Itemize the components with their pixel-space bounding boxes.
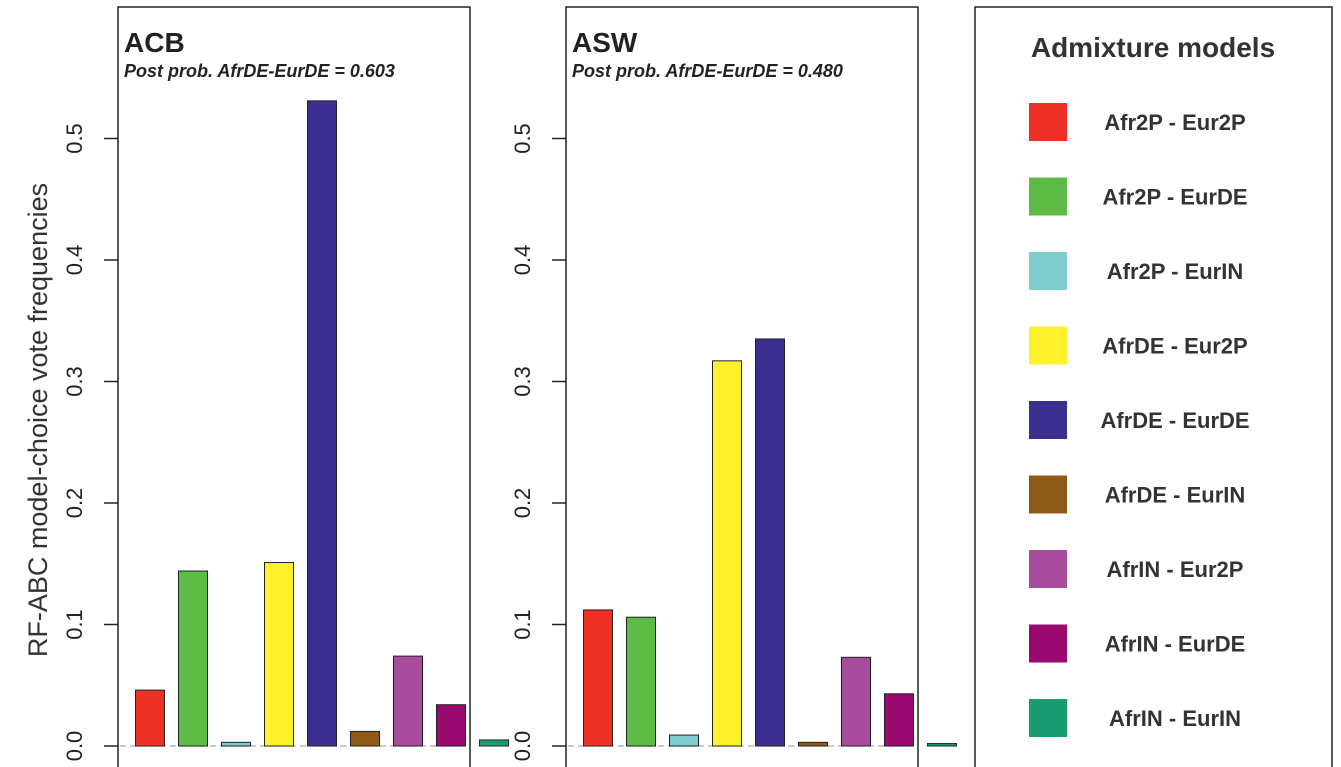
- y-tick-label: 0.2: [62, 488, 87, 519]
- bar-8: [436, 704, 466, 747]
- panel-title: ASW: [572, 27, 638, 58]
- y-tick-label: 0.5: [510, 123, 535, 154]
- y-tick-label: 0.4: [62, 245, 87, 276]
- legend-label: AfrDE - EurIN: [1105, 483, 1246, 508]
- bar-9: [927, 743, 957, 747]
- y-tick-label: 0.2: [510, 488, 535, 519]
- legend-swatch: [1029, 252, 1067, 290]
- legend-label: Afr2P - EurIN: [1107, 259, 1244, 284]
- bar-2: [626, 616, 656, 747]
- bar-4: [264, 562, 294, 747]
- bar-1: [135, 689, 165, 747]
- y-tick-label: 0.0: [510, 731, 535, 762]
- panel-subtitle: Post prob. AfrDE-EurDE = 0.480: [572, 61, 843, 81]
- bar-7: [393, 655, 423, 747]
- bar-5: [307, 100, 337, 747]
- legend: Admixture models Afr2P - Eur2P Afr2P - Eu…: [974, 6, 1333, 767]
- legend-swatch: [1029, 103, 1067, 141]
- legend-label: AfrIN - EurIN: [1109, 706, 1241, 731]
- panel-frame: [117, 6, 471, 767]
- y-tick-label: 0.1: [62, 609, 87, 640]
- legend-swatch: [1029, 624, 1067, 663]
- bar-3: [221, 741, 251, 747]
- bar-6: [798, 741, 828, 747]
- legend-label: AfrIN - EurDE: [1105, 632, 1246, 657]
- bar-7: [841, 656, 871, 747]
- legend-swatch: [1029, 401, 1067, 439]
- bar-9: [479, 739, 509, 747]
- legend-swatch: [1029, 326, 1067, 365]
- legend-swatch: [1029, 699, 1067, 737]
- legend-swatch: [1029, 550, 1067, 588]
- legend-label: AfrIN - Eur2P: [1107, 557, 1244, 582]
- bar-3: [669, 734, 699, 747]
- legend-label: AfrDE - Eur2P: [1102, 334, 1247, 359]
- legend-swatch: [1029, 475, 1067, 514]
- panel-frame: [565, 6, 919, 767]
- legend-label: Afr2P - EurDE: [1102, 185, 1247, 210]
- y-tick-label: 0.4: [510, 245, 535, 276]
- legend-frame: [974, 6, 1333, 767]
- bar-1: [583, 609, 613, 747]
- legend-swatch: [1029, 177, 1067, 216]
- y-tick-label: 0.3: [62, 366, 87, 397]
- legend-label: AfrDE - EurDE: [1100, 408, 1249, 433]
- bar-6: [350, 730, 380, 747]
- bar-2: [178, 570, 208, 747]
- panel-asw: ASW Post prob. AfrDE-EurDE = 0.480 0.0 0.…: [510, 6, 957, 767]
- y-tick-label: 0.0: [62, 731, 87, 762]
- y-axis-label: RF-ABC model-choice vote frequencies: [23, 183, 53, 657]
- y-tick-label: 0.1: [510, 609, 535, 640]
- panel-acb: ACB Post prob. AfrDE-EurDE = 0.603 0.0 0.…: [62, 6, 509, 767]
- y-tick-label: 0.5: [62, 123, 87, 154]
- bar-8: [884, 693, 914, 747]
- panel-title: ACB: [124, 27, 185, 58]
- bar-4: [712, 360, 742, 747]
- legend-title: Admixture models: [1031, 32, 1275, 63]
- legend-label: Afr2P - Eur2P: [1104, 110, 1245, 135]
- y-tick-label: 0.3: [510, 366, 535, 397]
- panel-subtitle: Post prob. AfrDE-EurDE = 0.603: [124, 61, 395, 81]
- bar-5: [755, 338, 785, 747]
